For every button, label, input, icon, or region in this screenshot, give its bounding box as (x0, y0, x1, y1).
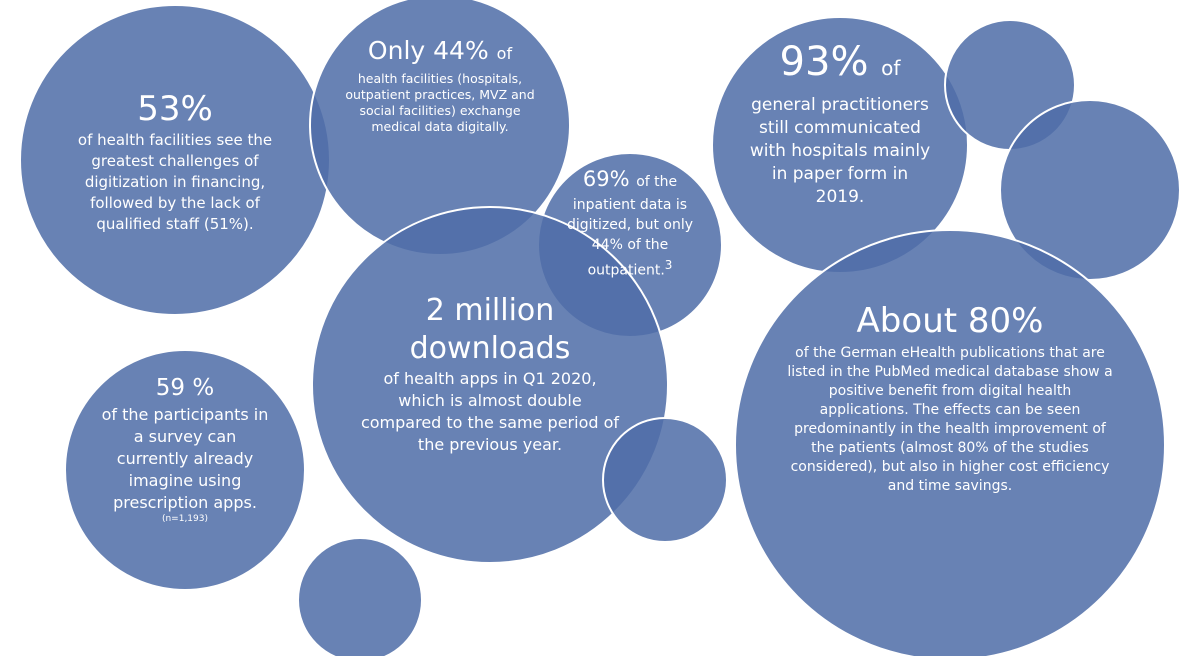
body: health facilities (hospitals, outpatient… (345, 71, 535, 134)
bubble-text: 2 million downloads of health apps in Q1… (360, 292, 620, 456)
lead: 93% (779, 39, 869, 85)
bubble-text: 69% of the inpatient data is digitized, … (555, 166, 705, 281)
note: (n=1,193) (161, 514, 209, 524)
lead: Only 44% (367, 36, 489, 65)
body: of health apps in Q1 2020, which is almo… (360, 369, 620, 454)
bubble (311, 206, 669, 564)
body: of the participants in a survey can curr… (101, 405, 269, 512)
lead-tail: of the (636, 174, 678, 190)
bubble (297, 537, 423, 656)
footnote: 3 (664, 258, 673, 272)
bubble-text: About 80% of the German eHealth publicat… (785, 298, 1115, 496)
body: of the German eHealth publications that … (787, 345, 1113, 494)
bubble-text: 93% of general practitioners still commu… (745, 36, 935, 209)
lead: 59 % (155, 375, 215, 401)
body: general practitioners still communicated… (749, 95, 931, 207)
bubble (602, 417, 728, 543)
lead-tail: of (881, 56, 901, 80)
bubble-text: 59 % of the participants in a survey can… (98, 372, 273, 525)
lead: 2 million downloads (409, 293, 571, 366)
lead-tail: of (496, 44, 513, 63)
lead: 69% (582, 167, 630, 191)
bubble (734, 229, 1166, 656)
bubble-text: 53% of health facilities see the greates… (60, 88, 290, 235)
body: of health facilities see the greatest ch… (77, 131, 273, 233)
bubble (64, 349, 306, 591)
lead: About 80% (856, 301, 1044, 341)
body: inpatient data is digitized, but only 44… (567, 197, 693, 279)
bubble (999, 99, 1181, 281)
lead: 53% (137, 89, 213, 129)
bubble-text: Only 44% of health facilities (hospitals… (340, 34, 540, 135)
